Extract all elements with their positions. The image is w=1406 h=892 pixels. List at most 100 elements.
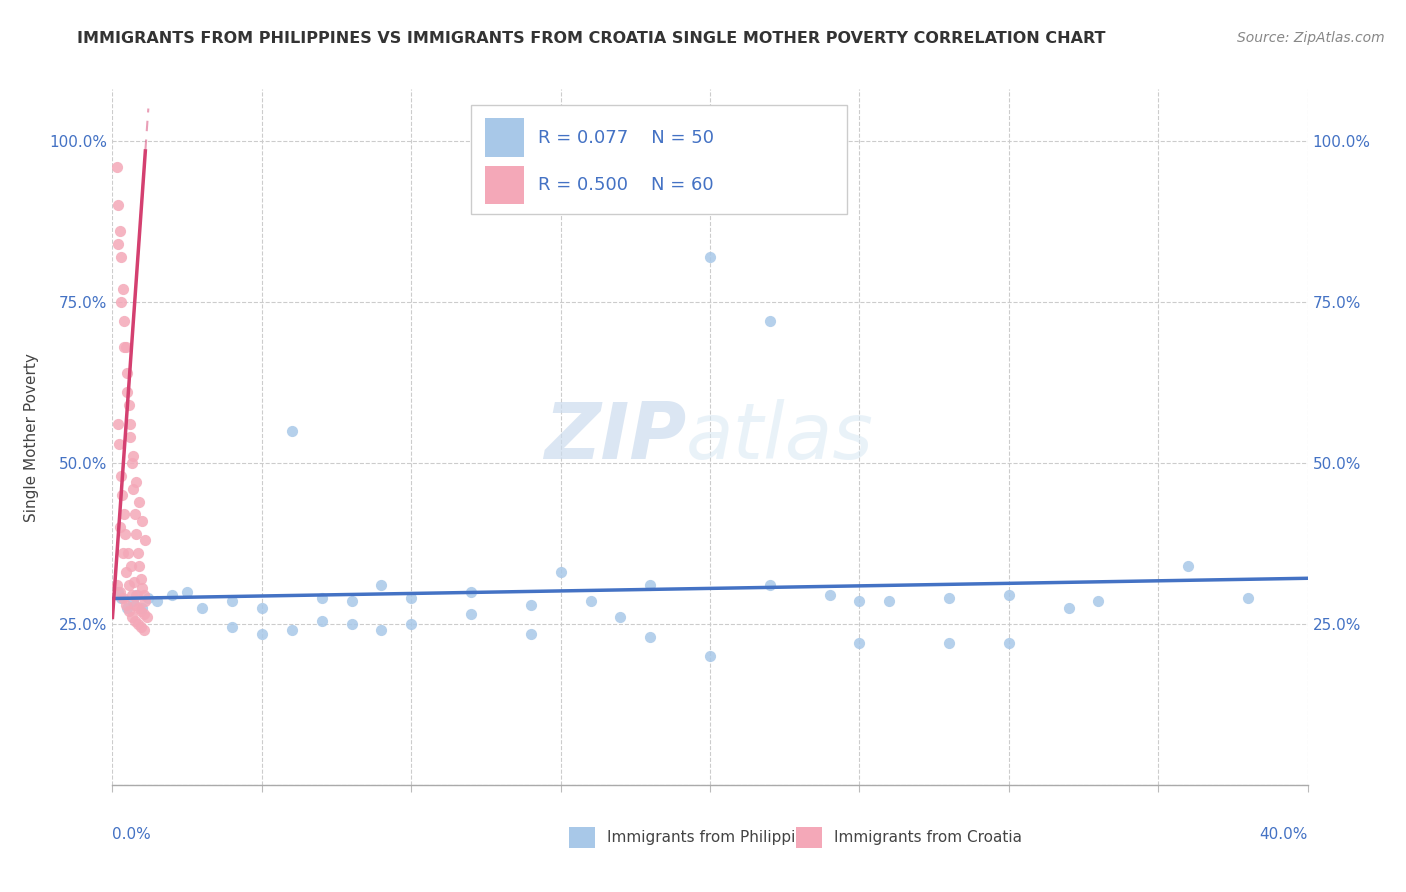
Point xyxy=(250,626,273,640)
Point xyxy=(107,198,129,212)
Point xyxy=(127,546,149,560)
Text: 0.0%: 0.0% xyxy=(112,827,152,842)
Point xyxy=(138,591,160,606)
Text: Source: ZipAtlas.com: Source: ZipAtlas.com xyxy=(1237,31,1385,45)
Point xyxy=(114,526,136,541)
Point xyxy=(108,520,131,534)
Point xyxy=(111,591,134,606)
Text: 40.0%: 40.0% xyxy=(1260,827,1308,842)
Point xyxy=(520,626,543,640)
Point xyxy=(640,630,662,644)
Point xyxy=(609,610,631,624)
Point xyxy=(107,584,129,599)
Point xyxy=(1177,558,1199,573)
Point xyxy=(125,588,148,602)
Point xyxy=(131,600,153,615)
Point xyxy=(281,624,304,638)
Point xyxy=(146,594,169,608)
Point xyxy=(124,508,146,522)
Point xyxy=(759,314,782,328)
Point xyxy=(938,591,960,606)
Point xyxy=(117,600,139,615)
Point xyxy=(759,578,782,592)
Point xyxy=(108,584,131,599)
Text: ZIP: ZIP xyxy=(544,399,686,475)
Point xyxy=(281,424,304,438)
Point xyxy=(115,340,138,354)
Point xyxy=(111,546,134,560)
Point xyxy=(311,614,333,628)
Point xyxy=(128,494,150,508)
Point xyxy=(122,450,145,464)
Point xyxy=(460,607,482,622)
Point xyxy=(118,398,141,412)
Point xyxy=(550,566,572,580)
Point xyxy=(311,591,333,606)
Point xyxy=(134,594,156,608)
Point xyxy=(250,600,273,615)
Point xyxy=(117,366,139,380)
Point xyxy=(370,578,392,592)
Point xyxy=(121,456,143,470)
Point xyxy=(1087,594,1109,608)
Point xyxy=(114,340,135,354)
Point xyxy=(131,582,153,596)
Bar xyxy=(485,119,523,157)
Point xyxy=(117,546,139,560)
Point xyxy=(110,468,132,483)
Text: atlas: atlas xyxy=(686,399,875,475)
Point xyxy=(134,533,156,548)
Point xyxy=(124,614,146,628)
Point xyxy=(125,526,148,541)
Point xyxy=(120,558,142,573)
Point xyxy=(998,636,1021,650)
Point xyxy=(115,566,138,580)
Point xyxy=(221,594,243,608)
Point xyxy=(221,620,243,634)
Point xyxy=(699,649,721,664)
Point xyxy=(699,250,721,264)
Point xyxy=(129,572,152,586)
Point xyxy=(118,578,141,592)
Point xyxy=(879,594,901,608)
Text: R = 0.077    N = 50: R = 0.077 N = 50 xyxy=(538,128,714,146)
Point xyxy=(938,636,960,650)
Point xyxy=(1057,600,1080,615)
Point xyxy=(132,588,155,602)
Point xyxy=(122,574,145,589)
Point xyxy=(998,588,1021,602)
Text: IMMIGRANTS FROM PHILIPPINES VS IMMIGRANTS FROM CROATIA SINGLE MOTHER POVERTY COR: IMMIGRANTS FROM PHILIPPINES VS IMMIGRANT… xyxy=(77,31,1107,46)
Point xyxy=(460,584,482,599)
Point xyxy=(370,624,392,638)
Point xyxy=(848,594,870,608)
Point xyxy=(1237,591,1260,606)
Point xyxy=(127,600,149,615)
Bar xyxy=(796,827,823,847)
Point xyxy=(115,598,138,612)
Point xyxy=(132,607,155,622)
Point xyxy=(176,584,198,599)
Point xyxy=(162,588,183,602)
Point xyxy=(111,282,134,296)
Point xyxy=(125,588,148,602)
Point xyxy=(131,514,153,528)
Point xyxy=(121,588,143,602)
Point xyxy=(105,160,128,174)
Point xyxy=(121,610,143,624)
Point xyxy=(129,620,152,634)
Y-axis label: Single Mother Poverty: Single Mother Poverty xyxy=(24,352,38,522)
Point xyxy=(108,436,131,450)
Point xyxy=(117,384,139,399)
Point xyxy=(191,600,214,615)
Point xyxy=(111,488,134,502)
Point xyxy=(107,236,129,251)
Point xyxy=(128,558,150,573)
Point xyxy=(340,594,363,608)
Point xyxy=(105,578,128,592)
Text: R = 0.500    N = 60: R = 0.500 N = 60 xyxy=(538,176,714,194)
Point xyxy=(340,616,363,631)
Point xyxy=(122,594,145,608)
Point xyxy=(129,604,152,618)
Point xyxy=(640,578,662,592)
Point xyxy=(401,591,423,606)
